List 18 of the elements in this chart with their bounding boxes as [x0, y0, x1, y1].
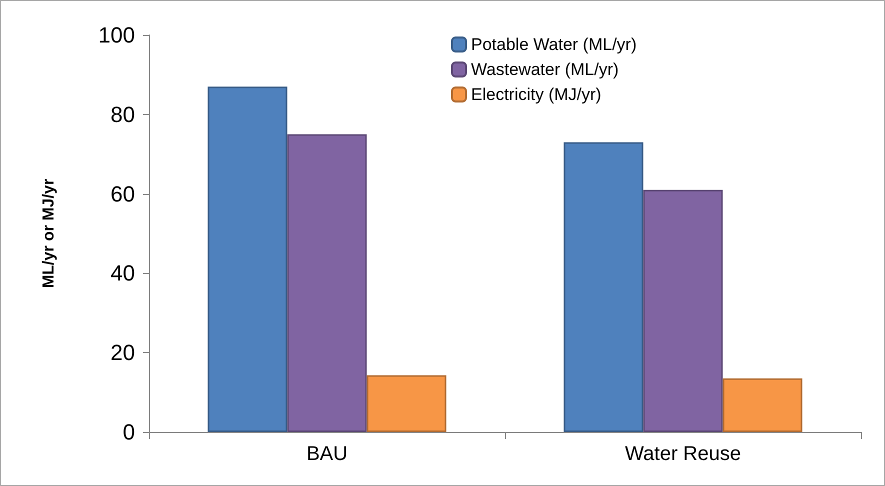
y-axis-title: ML/yr or MJ/yr	[40, 178, 58, 288]
y-tick-label: 0	[122, 420, 135, 444]
legend-label: Wastewater (ML/yr)	[471, 60, 619, 79]
y-tick-label: 80	[110, 102, 135, 127]
bar	[287, 134, 367, 432]
bar	[366, 375, 446, 432]
x-tick-label: Water Reuse	[625, 443, 741, 465]
x-tick-label: BAU	[306, 443, 348, 465]
bar	[564, 142, 644, 432]
y-tick-label: 60	[110, 181, 135, 206]
bar	[643, 190, 723, 432]
legend-label: Electricity (MJ/yr)	[471, 85, 602, 104]
bar	[208, 86, 288, 432]
legend-label: Potable Water (ML/yr)	[471, 35, 637, 54]
y-tick-label: 20	[110, 340, 135, 366]
y-tick-label: 40	[110, 260, 135, 286]
bar	[722, 378, 802, 432]
y-tick-label: 100	[98, 22, 135, 48]
